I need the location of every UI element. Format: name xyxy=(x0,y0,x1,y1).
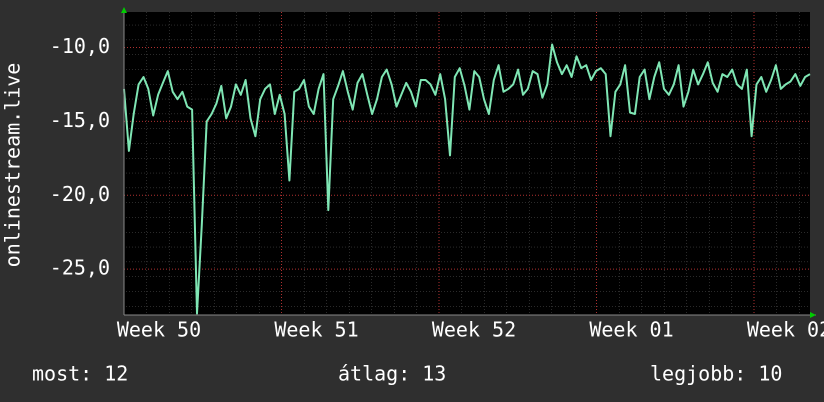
y-tick-label: -25,0 xyxy=(50,256,110,280)
y-axis-title: onlinestream.live xyxy=(1,63,25,268)
x-tick-label: Week 01 xyxy=(589,318,673,342)
legend-label: átlag: xyxy=(338,362,410,386)
legend-label: legjobb: xyxy=(650,362,746,386)
x-tick-label: Week 02 xyxy=(747,318,824,342)
legend-value: 10 xyxy=(758,362,782,386)
minor-grid xyxy=(124,12,810,315)
y-tick-label: -20,0 xyxy=(50,182,110,206)
data-line xyxy=(123,43,811,315)
x-tick-label: Week 51 xyxy=(274,318,358,342)
y-tick-label: -10,0 xyxy=(50,34,110,58)
legend-value: 13 xyxy=(422,362,446,386)
legend-label: most: xyxy=(32,362,92,386)
axis-arrow xyxy=(810,312,816,318)
x-tick-label: Week 50 xyxy=(117,318,201,342)
x-tick-label: Week 52 xyxy=(432,318,516,342)
y-tick-label: -15,0 xyxy=(50,108,110,132)
axis-arrow xyxy=(121,7,127,13)
legend-value: 12 xyxy=(104,362,128,386)
